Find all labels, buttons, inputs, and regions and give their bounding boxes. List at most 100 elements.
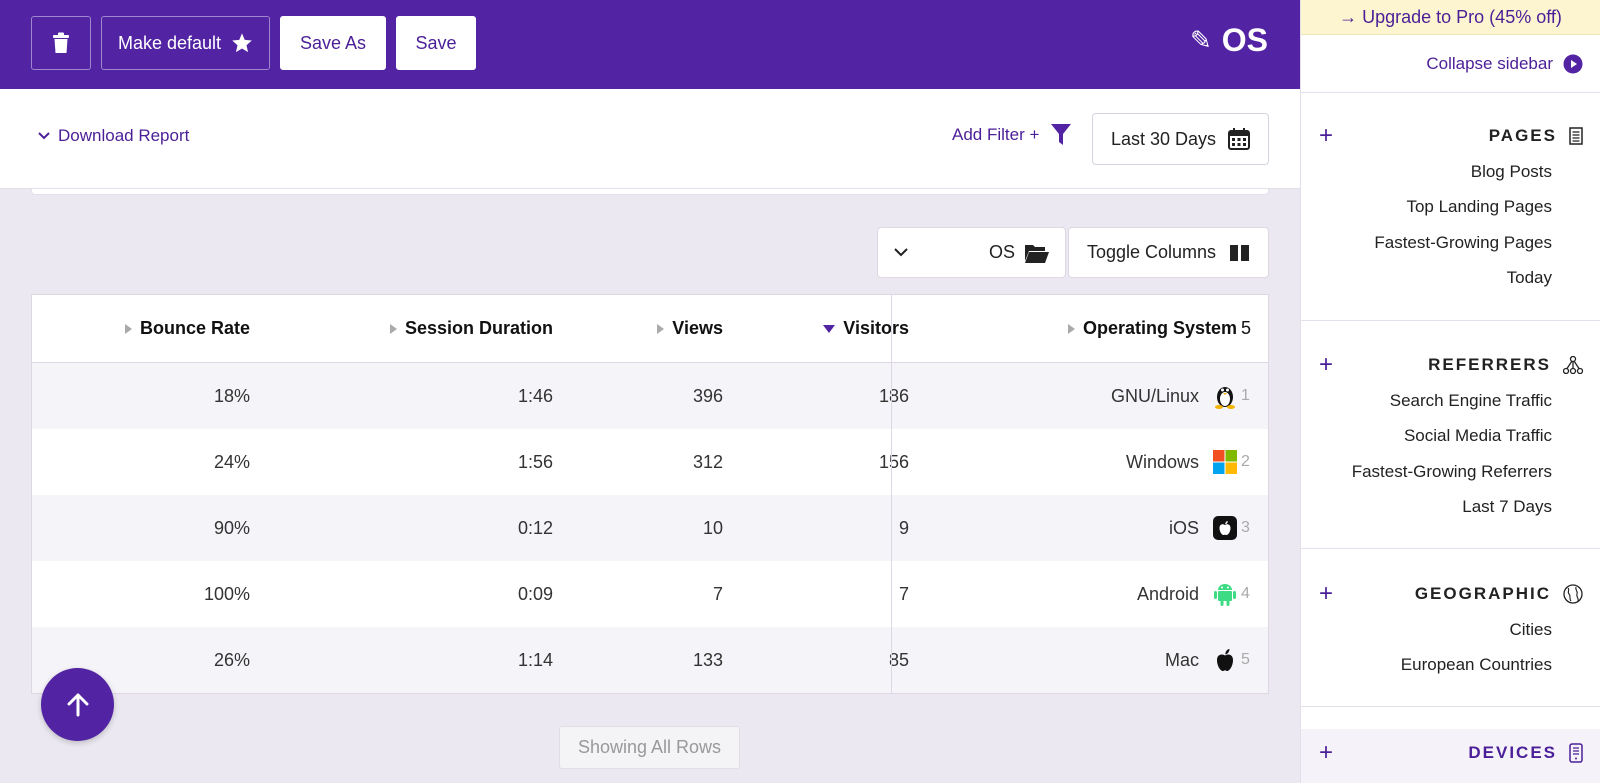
sidebar-item-last-7-days[interactable]: Last 7 Days [1462,497,1552,517]
views-cell: 396 [692,385,723,406]
os-name: Android [1136,583,1199,604]
report-toolbar: Make default Save As Save ✎ OS [0,0,1300,89]
dimension-select-value: OS [988,242,1015,262]
os-name: iOS [1168,517,1199,538]
sidebar-item-top-landing-pages[interactable]: Top Landing Pages [1406,197,1552,217]
table-row[interactable]: 26% 1:14 133 85 Mac 5 [32,627,1268,693]
expand-plus-icon[interactable]: + [1319,580,1334,607]
sort-triangle-icon [657,323,665,334]
phone-icon [1569,743,1583,763]
chevron-down-icon [894,248,908,257]
column-header-label: Operating System [1082,318,1237,338]
globe-icon [1563,584,1583,604]
save-as-button[interactable]: Save As [280,16,386,70]
visitors-cell: 9 [898,517,909,538]
dimension-select[interactable]: OS [877,227,1066,278]
report-title-text: OS [1221,22,1268,58]
sort-triangle-icon [124,323,132,334]
os-name: Windows [1125,451,1199,472]
os-cell: Mac [924,627,1237,693]
sidebar-item-european-countries[interactable]: European Countries [1400,655,1552,675]
filter-bar: Download Report Add Filter + Last 30 Day… [0,89,1300,189]
collapse-sidebar-button[interactable]: Collapse sidebar [1301,35,1600,93]
sidebar-section-geographic: + GEOGRAPHIC Cities European Countries [1301,570,1600,707]
calendar-icon [1228,128,1251,150]
views-cell: 133 [692,649,723,670]
toggle-columns-button[interactable]: Toggle Columns [1068,227,1269,278]
ios-icon [1213,516,1237,540]
table-row[interactable]: 100% 0:09 7 7 Android 4 [32,561,1268,627]
column-divider [891,295,892,693]
windows-icon [1213,450,1237,474]
row-index: 5 [1241,651,1250,668]
sidebar-section-header: + DEVICES [1301,735,1600,771]
expand-plus-icon[interactable]: + [1319,739,1334,766]
session-duration-cell: 1:14 [517,649,553,670]
upgrade-to-pro-link[interactable]: → Upgrade to Pro (45% off) [1301,0,1600,35]
apple-icon [1213,648,1237,672]
make-default-label: Make default [117,32,222,53]
os-cell: Android [924,561,1237,627]
chevron-down-icon [38,132,50,140]
sidebar-item-today[interactable]: Today [1506,268,1552,288]
date-range-label: Last 30 Days [1110,128,1217,149]
column-header-visitors[interactable]: Visitors [723,295,909,362]
os-cell: GNU/Linux [924,363,1237,429]
sidebar-item-search-engine-traffic[interactable]: Search Engine Traffic [1389,390,1552,410]
table-row[interactable]: 24% 1:56 312 156 Windows 2 [32,429,1268,495]
save-button[interactable]: Save [396,16,476,70]
table-row[interactable]: 18% 1:46 396 186 GNU/Linux 1 [32,363,1268,429]
filter-bar-bottom-edge [31,189,1269,195]
sidebar-item-social-media-traffic[interactable]: Social Media Traffic [1403,426,1552,446]
document-icon [1569,127,1583,145]
sort-descending-icon [823,324,836,333]
os-name: GNU/Linux [1110,385,1199,406]
column-header-label: Session Duration [404,318,553,338]
row-index: 3 [1241,519,1250,536]
download-report-label: Download Report [58,126,190,145]
sidebar-section-title: PAGES [1488,126,1557,145]
table-header-row: Bounce Rate Session Duration Views Visit… [32,295,1268,363]
sidebar-section-header: + PAGES [1301,118,1600,154]
sidebar-item-blog-posts[interactable]: Blog Posts [1470,161,1552,181]
sidebar-item-fastest-growing-pages[interactable]: Fastest-Growing Pages [1374,232,1552,252]
folder-open-icon [1025,244,1049,263]
expand-plus-icon[interactable]: + [1319,122,1334,149]
os-cell: iOS [924,495,1237,561]
showing-all-rows-button[interactable]: Showing All Rows [559,726,740,769]
collapse-sidebar-label: Collapse sidebar [1426,53,1553,73]
column-header-bounce-rate[interactable]: Bounce Rate [32,295,250,362]
scroll-to-top-button[interactable] [41,668,114,741]
sidebar-section-devices: + DEVICES [1301,729,1600,783]
sidebar-section-title: DEVICES [1468,743,1557,762]
date-range-button[interactable]: Last 30 Days [1092,113,1269,165]
make-default-button[interactable]: Make default [101,16,270,70]
play-circle-icon [1563,54,1583,73]
column-header-operating-system[interactable]: Operating System [924,295,1237,362]
android-icon [1213,582,1237,606]
column-header-views[interactable]: Views [553,295,723,362]
sidebar-item-fastest-growing-referrers[interactable]: Fastest-Growing Referrers [1351,461,1552,481]
os-report-table: Bounce Rate Session Duration Views Visit… [31,294,1269,694]
pencil-icon: ✎ [1189,25,1212,55]
visitors-cell: 156 [878,451,909,472]
columns-icon [1230,244,1250,261]
expand-plus-icon[interactable]: + [1319,351,1334,378]
network-icon [1563,356,1583,374]
sidebar-item-cities[interactable]: Cities [1509,619,1552,639]
column-header-label: Bounce Rate [139,318,250,338]
download-report-link[interactable]: Download Report [38,126,189,146]
bounce-rate-cell: 24% [213,451,250,472]
arrow-up-icon [67,693,88,716]
session-duration-cell: 1:56 [517,451,553,472]
column-header-session-duration[interactable]: Session Duration [250,295,553,362]
delete-button[interactable] [31,16,91,70]
column-header-label: Views [672,318,723,338]
toggle-columns-label: Toggle Columns [1086,242,1217,262]
report-title[interactable]: ✎ OS [1190,22,1268,59]
sidebar-section-title: GEOGRAPHIC [1414,584,1551,603]
add-filter-button[interactable]: Add Filter + [952,124,1072,146]
star-icon [232,33,252,53]
sort-triangle-icon [1067,323,1075,334]
table-row[interactable]: 90% 0:12 10 9 iOS 3 [32,495,1268,561]
